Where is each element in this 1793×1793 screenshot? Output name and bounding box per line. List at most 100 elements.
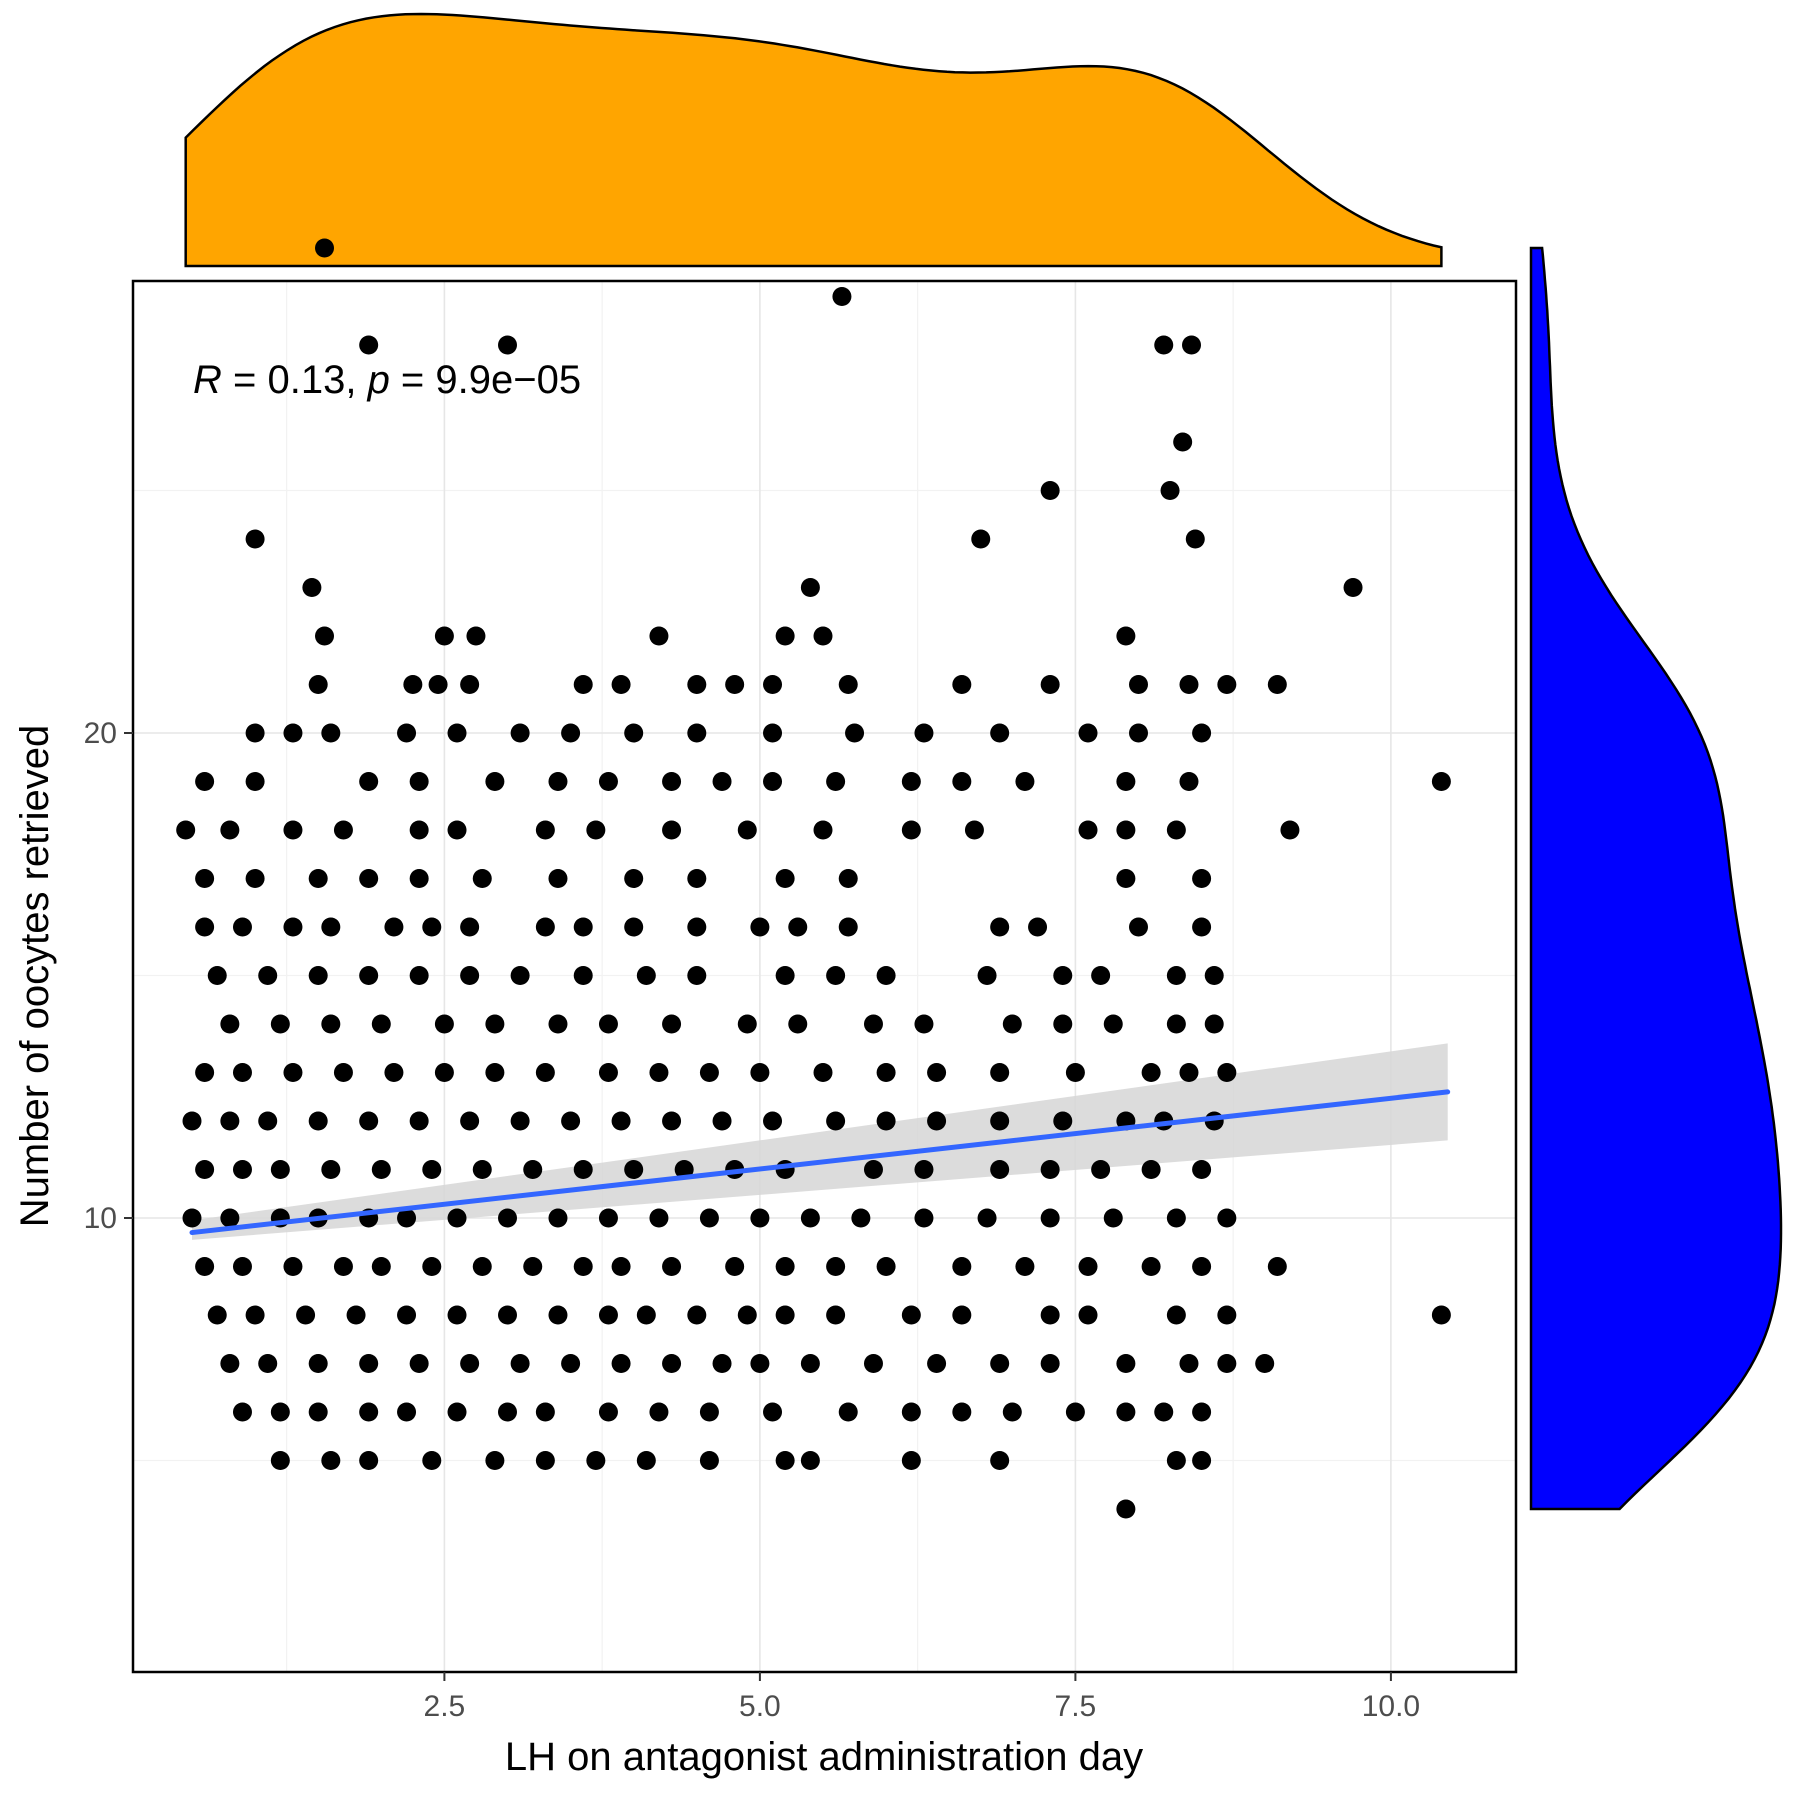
correlation-annotation: R = 0.13, p = 9.9e−05 — [193, 358, 581, 402]
data-point — [1179, 772, 1199, 791]
data-point — [460, 917, 480, 937]
data-point — [598, 1208, 618, 1228]
data-point — [561, 723, 581, 743]
data-point — [447, 820, 467, 840]
data-point — [510, 966, 530, 985]
data-point — [624, 917, 644, 937]
data-point — [371, 1160, 391, 1179]
data-point — [763, 1111, 783, 1131]
data-point — [1078, 1305, 1098, 1325]
x-axis-title: LH on antagonist administration day — [505, 1735, 1143, 1779]
data-point — [826, 1257, 846, 1276]
data-point — [1141, 1160, 1161, 1179]
data-point — [308, 1111, 328, 1131]
annotation-p-value: = 9.9e−05 — [390, 358, 581, 402]
data-point — [359, 1402, 379, 1422]
data-point — [1040, 481, 1060, 500]
data-point — [1166, 1208, 1186, 1228]
data-point — [195, 1160, 215, 1179]
data-point — [1217, 1063, 1237, 1082]
data-point — [1028, 917, 1048, 937]
data-point — [763, 772, 783, 791]
data-point — [977, 966, 997, 985]
data-point — [662, 1111, 682, 1131]
data-point — [409, 1354, 429, 1373]
data-point — [434, 1063, 454, 1082]
data-point — [598, 772, 618, 791]
data-point — [1431, 1305, 1451, 1325]
data-point — [397, 1402, 417, 1422]
data-point — [1116, 1354, 1136, 1373]
data-point — [434, 626, 454, 646]
data-point — [750, 1354, 770, 1373]
data-point — [876, 1257, 896, 1276]
data-point — [371, 1257, 391, 1276]
data-point — [472, 869, 492, 888]
data-point — [1091, 966, 1111, 985]
data-point — [1182, 335, 1202, 355]
data-point — [838, 917, 858, 937]
data-point — [1116, 772, 1136, 791]
data-point — [775, 1160, 795, 1179]
data-point — [1192, 1402, 1212, 1422]
data-point — [914, 723, 934, 743]
data-point — [1192, 1160, 1212, 1179]
data-point — [422, 1160, 442, 1179]
data-point — [1204, 1014, 1224, 1034]
data-point — [1129, 675, 1148, 694]
data-point — [195, 917, 215, 937]
data-point — [232, 917, 252, 937]
data-point — [359, 335, 379, 355]
data-point — [712, 1354, 732, 1373]
data-point — [788, 917, 808, 937]
data-point — [649, 1063, 669, 1082]
data-point — [826, 1111, 846, 1131]
data-point — [283, 1063, 303, 1082]
data-point — [182, 1111, 202, 1131]
data-point — [1280, 820, 1300, 840]
data-point — [1192, 723, 1212, 743]
data-point — [598, 1402, 618, 1422]
data-point — [321, 1014, 341, 1034]
data-point — [624, 869, 644, 888]
data-point — [687, 966, 707, 985]
data-point — [598, 1014, 618, 1034]
data-point — [838, 1402, 858, 1422]
data-point — [914, 1160, 934, 1179]
data-point — [548, 772, 568, 791]
data-point — [422, 1257, 442, 1276]
data-point — [573, 1257, 593, 1276]
data-point — [548, 1208, 568, 1228]
data-point — [498, 335, 517, 355]
data-point — [1065, 1063, 1085, 1082]
data-point — [1185, 529, 1205, 549]
data-point — [598, 1063, 618, 1082]
data-point — [952, 675, 972, 694]
data-point — [232, 1160, 252, 1179]
data-point — [460, 675, 480, 694]
data-point — [498, 1305, 517, 1325]
data-point — [245, 529, 265, 549]
data-point — [1040, 1208, 1060, 1228]
data-point — [990, 723, 1010, 743]
data-point — [876, 1111, 896, 1131]
data-point — [359, 966, 379, 985]
data-point — [662, 1257, 682, 1276]
data-point — [1053, 1111, 1073, 1131]
top-marginal-density — [184, 12, 1443, 268]
data-point — [302, 578, 322, 597]
annotation-r-symbol: R — [193, 358, 222, 402]
data-point — [346, 1305, 366, 1325]
data-point — [523, 1160, 543, 1179]
right-marginal-density — [1529, 246, 1783, 1511]
data-point — [845, 723, 865, 743]
data-point — [220, 1111, 240, 1131]
data-point — [485, 772, 505, 791]
data-point — [598, 1305, 618, 1325]
data-point — [1267, 675, 1287, 694]
data-point — [472, 1257, 492, 1276]
data-point — [687, 723, 707, 743]
data-point — [258, 1111, 278, 1131]
data-point — [1204, 966, 1224, 985]
data-point — [359, 1354, 379, 1373]
